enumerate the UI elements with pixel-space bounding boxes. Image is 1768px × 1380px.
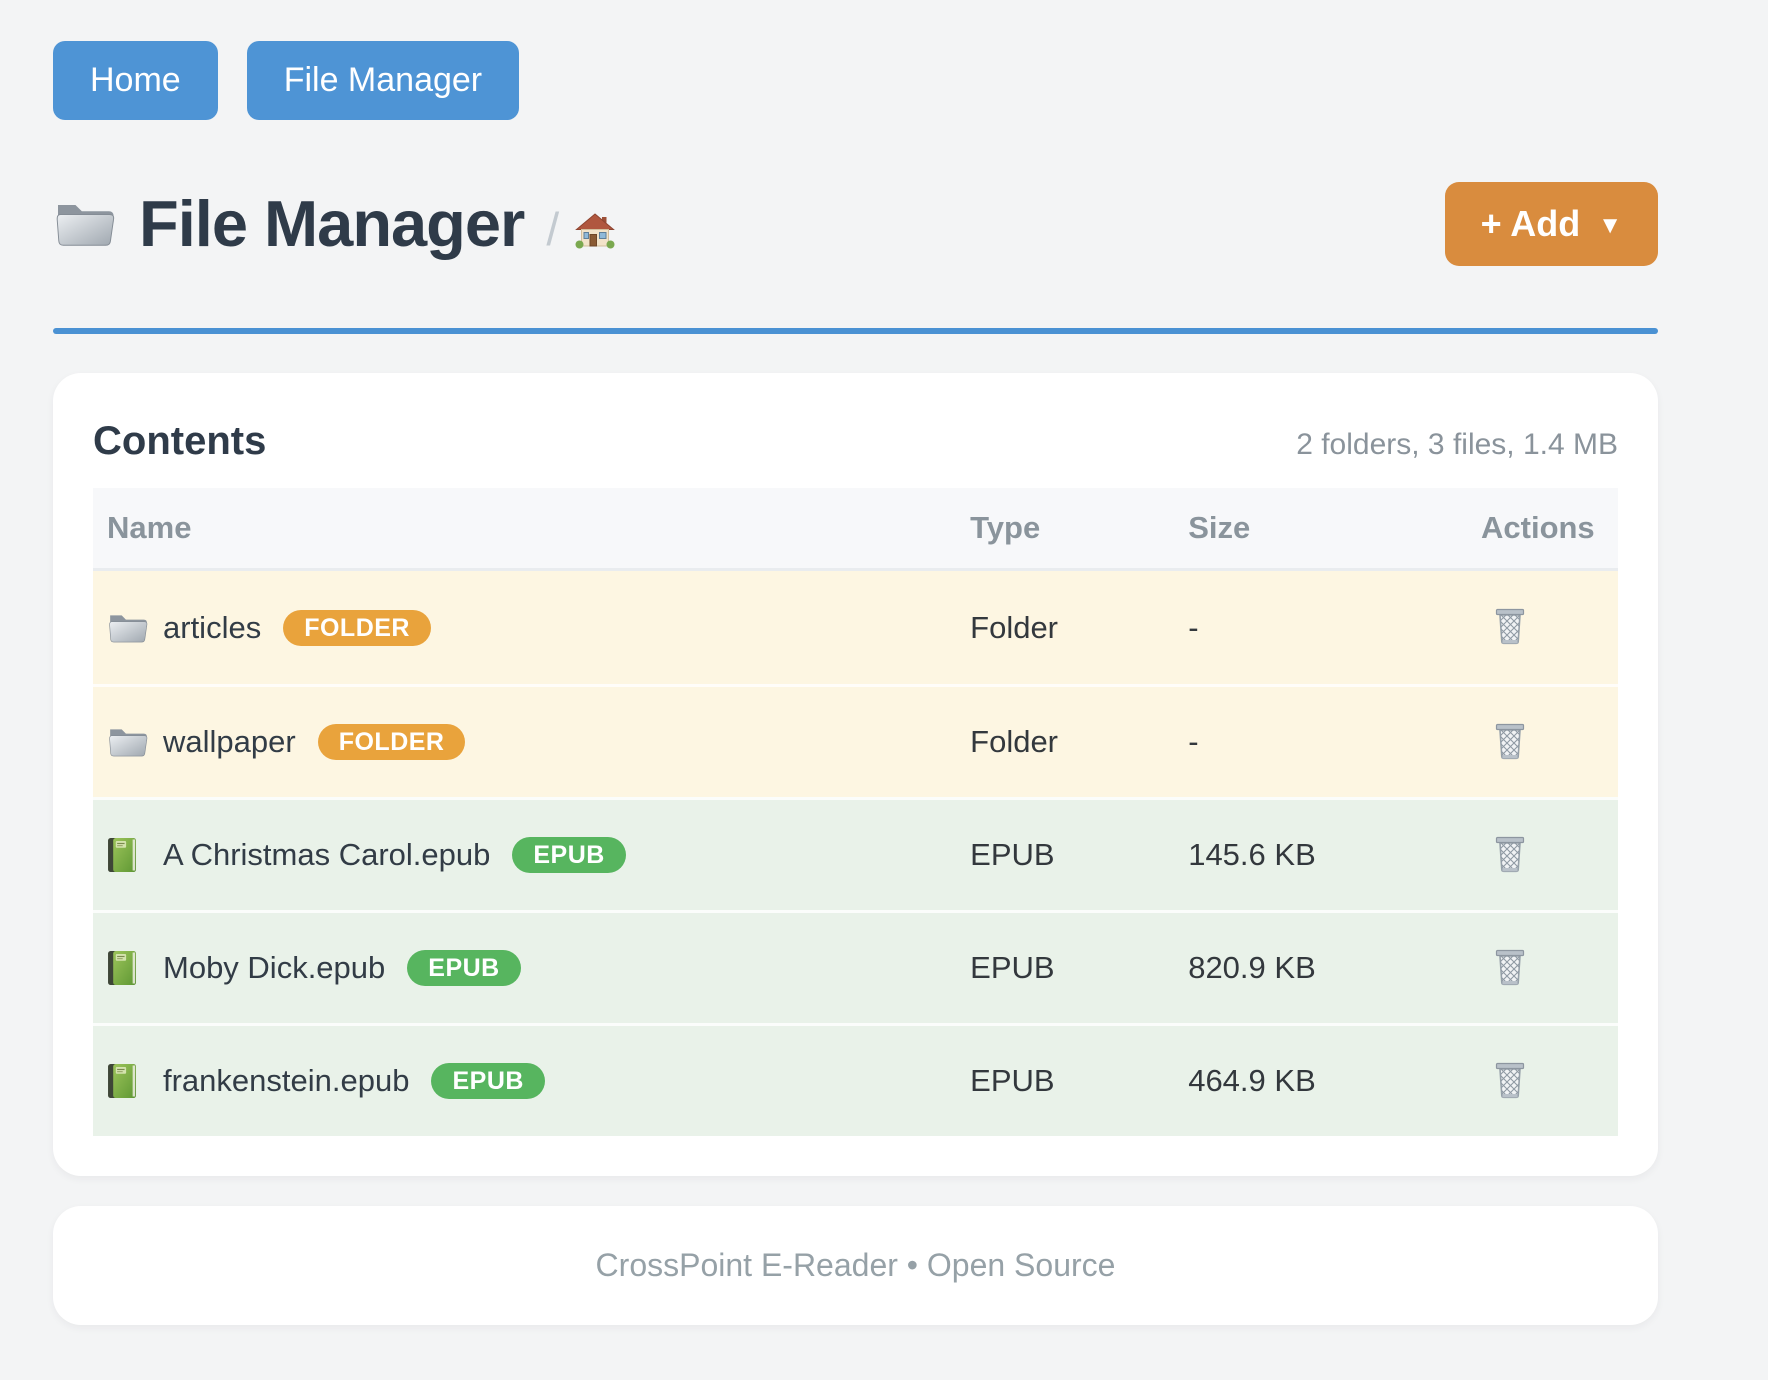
type-badge: EPUB	[512, 837, 626, 873]
type-cell: Folder	[970, 724, 1059, 759]
column-header-type: Type	[970, 510, 1041, 545]
table-row: articles FOLDER Folder -	[93, 571, 1618, 684]
size-cell: 820.9 KB	[1188, 950, 1316, 985]
wastebasket-icon	[1493, 722, 1527, 763]
contents-card-header: Contents 2 folders, 3 files, 1.4 MB	[93, 419, 1618, 464]
delete-button[interactable]	[1493, 1061, 1527, 1102]
delete-button[interactable]	[1493, 948, 1527, 989]
folder-icon	[53, 197, 117, 251]
title-divider	[53, 328, 1658, 334]
home-button[interactable]: Home	[53, 41, 218, 120]
delete-button[interactable]	[1493, 835, 1527, 876]
table-header-row: Name Type Size Actions	[93, 488, 1618, 571]
column-header-actions: Actions	[1481, 510, 1595, 545]
actions-cell	[1467, 835, 1618, 876]
size-cell: 464.9 KB	[1188, 1063, 1316, 1098]
wastebasket-icon	[1493, 607, 1527, 648]
table-row: A Christmas Carol.epub EPUB EPUB 145.6 K…	[93, 797, 1618, 910]
page-header: File Manager / + Add ▼	[53, 178, 1658, 270]
green-book-icon	[107, 1063, 151, 1099]
item-name-link[interactable]: wallpaper	[163, 724, 296, 759]
type-badge: FOLDER	[283, 609, 431, 646]
item-name-link[interactable]: articles	[163, 609, 262, 645]
chevron-down-icon: ▼	[1598, 212, 1622, 239]
footer-card: CrossPoint E-Reader • Open Source	[53, 1206, 1658, 1325]
contents-card: Contents 2 folders, 3 files, 1.4 MB Name…	[53, 373, 1658, 1176]
name-cell: frankenstein.epub EPUB	[93, 1063, 956, 1099]
add-button[interactable]: + Add ▼	[1444, 182, 1658, 266]
footer-text: CrossPoint E-Reader • Open Source	[595, 1247, 1116, 1283]
name-cell: wallpaper FOLDER	[93, 724, 956, 760]
type-badge: EPUB	[431, 1063, 545, 1099]
size-cell: 145.6 KB	[1188, 837, 1316, 872]
wastebasket-icon	[1493, 948, 1527, 989]
type-cell: EPUB	[970, 1063, 1055, 1098]
actions-cell	[1467, 1061, 1618, 1102]
column-header-name: Name	[107, 510, 192, 545]
top-nav: Home File Manager	[53, 41, 1658, 120]
table-row: Moby Dick.epub EPUB EPUB 820.9 KB	[93, 910, 1618, 1023]
table-row: frankenstein.epub EPUB EPUB 464.9 KB	[93, 1023, 1618, 1136]
contents-summary: 2 folders, 3 files, 1.4 MB	[1296, 428, 1618, 461]
name-cell: A Christmas Carol.epub EPUB	[93, 837, 956, 873]
type-cell: EPUB	[970, 837, 1055, 872]
add-button-label: + Add	[1480, 203, 1581, 244]
breadcrumb-separator: /	[546, 203, 560, 255]
folder-icon	[107, 610, 151, 646]
delete-button[interactable]	[1493, 607, 1527, 648]
page: Home File Manager File Manager /	[53, 0, 1658, 1325]
table-body: articles FOLDER Folder -	[93, 571, 1618, 1136]
contents-title: Contents	[93, 419, 267, 463]
folder-icon	[107, 724, 151, 760]
size-cell: -	[1188, 609, 1199, 645]
type-badge: FOLDER	[317, 724, 466, 760]
green-book-icon	[107, 837, 151, 873]
actions-cell	[1467, 948, 1618, 989]
house-icon[interactable]	[575, 212, 616, 252]
type-cell: Folder	[970, 609, 1059, 645]
actions-cell	[1467, 722, 1618, 763]
wastebasket-icon	[1493, 1061, 1527, 1102]
title-wrap: File Manager /	[53, 179, 616, 269]
item-name-link[interactable]: Moby Dick.epub	[163, 950, 386, 985]
file-table: Name Type Size Actions	[93, 488, 1618, 1136]
green-book-icon	[107, 950, 151, 986]
name-cell: articles FOLDER	[93, 609, 956, 646]
size-cell: -	[1188, 724, 1199, 759]
wastebasket-icon	[1493, 835, 1527, 876]
file-manager-button[interactable]: File Manager	[246, 41, 520, 120]
item-name-link[interactable]: A Christmas Carol.epub	[163, 837, 491, 872]
delete-button[interactable]	[1493, 722, 1527, 763]
actions-cell	[1467, 607, 1618, 648]
page-title: File Manager	[139, 187, 525, 260]
column-header-size: Size	[1188, 510, 1251, 545]
table-row: wallpaper FOLDER Folder -	[93, 684, 1618, 797]
type-cell: EPUB	[970, 950, 1055, 985]
type-badge: EPUB	[407, 950, 521, 986]
name-cell: Moby Dick.epub EPUB	[93, 950, 956, 986]
item-name-link[interactable]: frankenstein.epub	[163, 1063, 410, 1098]
